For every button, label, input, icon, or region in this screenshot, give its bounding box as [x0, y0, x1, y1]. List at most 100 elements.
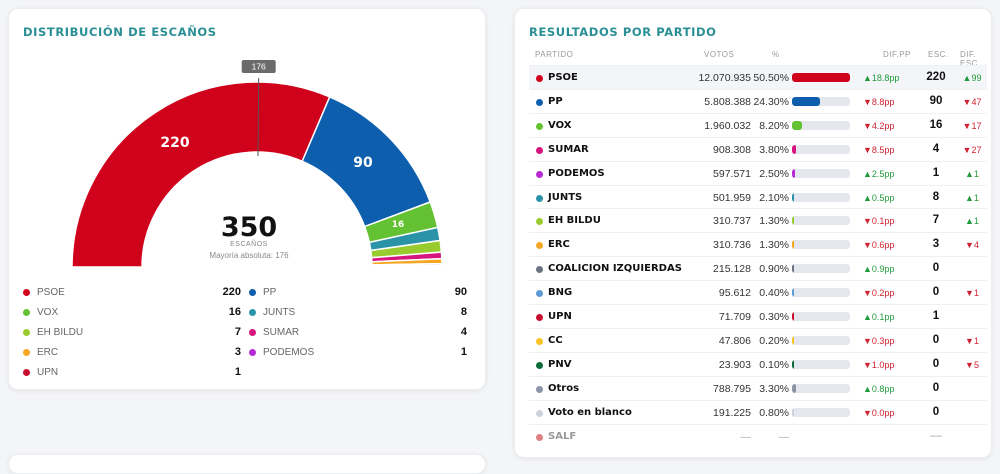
table-row[interactable]: Voto en blanco 191.225 0.80% ▼0.0pp 0 — [529, 399, 987, 424]
party-percentage: 0.90% — [759, 263, 789, 276]
table-row[interactable]: VOX 1.960.032 8.20% ▼4.2pp 16 ▼17 — [529, 112, 987, 137]
vote-change: ▼0.2pp — [863, 288, 895, 299]
table-row[interactable]: PNV 23.903 0.10% ▼1.0pp 0 ▼5 — [529, 351, 987, 376]
legend-item-vox[interactable]: VOX 16 — [23, 302, 241, 322]
table-row[interactable]: EH BILDU 310.737 1.30% ▼0.1pp 7 ▲1 — [529, 208, 987, 232]
legend-item-junts[interactable]: JUNTS 8 — [249, 302, 467, 322]
majority-line — [257, 78, 260, 157]
legend-item-eh-bildu[interactable]: EH BILDU 7 — [23, 322, 241, 342]
table-row[interactable]: PODEMOS 597.571 2.50% ▲2.5pp 1 ▲1 — [529, 160, 987, 185]
table-row[interactable]: CC 47.806 0.20% ▼0.3pp 0 ▼1 — [529, 327, 987, 352]
total-seats: 350 — [220, 212, 278, 243]
header-pct: % — [772, 50, 780, 59]
party-votes: 597.571 — [713, 167, 751, 180]
header-votos: VOTOS — [704, 50, 735, 59]
seat-arc-psoe[interactable] — [71, 81, 331, 268]
legend-color-dot — [23, 288, 30, 296]
vote-share-fill — [792, 264, 795, 274]
party-color-dot — [536, 75, 543, 82]
party-votes: 23.903 — [718, 358, 751, 371]
party-name: SALF — [548, 430, 577, 442]
vote-change: ▲18.8pp — [863, 73, 900, 83]
party-seats: 1 — [932, 310, 940, 322]
party-seats: 0 — [932, 381, 940, 394]
party-votes: 1.960.032 — [704, 119, 751, 132]
arc-label: 90 — [353, 155, 373, 171]
vote-share-fill — [792, 216, 795, 226]
party-color-dot — [536, 242, 543, 250]
table-row[interactable]: ERC 310.736 1.30% ▼0.6pp 3 ▼4 — [529, 232, 987, 256]
vote-share-bar — [792, 264, 850, 274]
vote-share-bar — [792, 168, 850, 178]
party-name: JUNTS — [548, 191, 583, 203]
seat-arc-upn[interactable] — [371, 264, 443, 268]
party-votes: 908.308 — [713, 143, 751, 156]
party-color-dot — [536, 385, 543, 393]
party-name: UPN — [548, 311, 572, 322]
vote-change: ▲0.9pp — [863, 264, 895, 275]
party-votes: 5.808.388 — [704, 95, 751, 108]
legend-item-podemos[interactable]: PODEMOS 1 — [249, 342, 467, 362]
majority-tag-label: 176 — [252, 62, 266, 72]
table-row[interactable]: SALF — — — — [529, 423, 987, 448]
party-name: PODEMOS — [548, 167, 605, 179]
party-percentage: 3.80% — [759, 143, 789, 156]
party-name: PP — [548, 95, 563, 107]
party-seats: 8 — [932, 190, 940, 203]
seat-change: ▼1 — [965, 335, 979, 346]
legend-party-name: PP — [263, 286, 277, 298]
header-esc: ESC. — [928, 50, 949, 59]
table-row[interactable]: SUMAR 908.308 3.80% ▼8.5pp 4 ▼27 — [529, 136, 987, 161]
table-row[interactable]: PSOE 12.070.935 50.50% ▲18.8pp 220 ▲99 — [529, 65, 987, 89]
legend-party-name: EH BILDU — [37, 326, 84, 338]
legend-item-pp[interactable]: PP 90 — [249, 282, 467, 302]
vote-share-bar — [792, 192, 850, 202]
party-percentage: 0.10% — [759, 358, 789, 371]
seat-change: ▼1 — [965, 288, 979, 299]
legend-party-name: JUNTS — [263, 306, 296, 318]
vote-share-bar — [792, 288, 850, 298]
party-color-dot — [536, 409, 543, 417]
party-color-dot — [536, 98, 543, 106]
legend-item-psoe[interactable]: PSOE 220 — [23, 282, 241, 302]
party-votes: 215.128 — [713, 263, 751, 276]
legend-item-sumar[interactable]: SUMAR 4 — [249, 322, 467, 342]
table-row[interactable]: BNG 95.612 0.40% ▼0.2pp 0 ▼1 — [529, 280, 987, 304]
vote-share-fill — [792, 288, 795, 298]
seat-change: ▼4 — [965, 240, 979, 251]
majority-text: Mayoría absoluta: 176 — [209, 251, 289, 260]
legend-item-erc[interactable]: ERC 3 — [23, 342, 241, 362]
table-row[interactable]: JUNTS 501.959 2.10% ▲0.5pp 8 ▲1 — [529, 184, 987, 209]
party-seats: 0 — [932, 357, 940, 370]
party-seats: 90 — [929, 94, 943, 107]
legend-party-name: SUMAR — [263, 326, 300, 338]
party-percentage: 1.30% — [759, 239, 789, 252]
seat-change: ▲1 — [965, 216, 979, 227]
table-row[interactable]: Otros 788.795 3.30% ▲0.8pp 0 — [529, 375, 987, 400]
table-row[interactable]: COALICION IZQUIERDAS 215.128 0.90% ▲0.9pp 0 — [529, 256, 987, 280]
legend-item-upn[interactable]: UPN 1 — [23, 362, 241, 382]
vote-share-bar — [792, 73, 850, 82]
party-seats: 0 — [932, 262, 940, 275]
vote-change: ▲0.1pp — [863, 312, 895, 322]
party-color-dot — [536, 218, 543, 226]
table-row[interactable]: PP 5.808.388 24.30% ▼8.8pp 90 ▼47 — [529, 88, 987, 113]
party-color-dot — [536, 122, 543, 130]
party-seats: 0 — [932, 286, 940, 299]
legend-color-dot — [23, 308, 30, 316]
party-color-dot — [536, 361, 543, 369]
party-name: COALICION IZQUIERDAS — [548, 263, 682, 275]
header-partido: PARTIDO — [535, 50, 574, 59]
legend-seat-count: 4 — [460, 326, 467, 338]
legend-color-dot — [249, 288, 256, 296]
party-votes: — — [740, 430, 752, 443]
party-color-dot — [536, 314, 543, 321]
table-row[interactable]: UPN 71.709 0.30% ▲0.1pp 1 — [529, 304, 987, 328]
party-votes: 71.709 — [718, 311, 751, 323]
party-color-dot — [536, 146, 543, 154]
vote-share-fill — [792, 192, 795, 202]
party-name: BNG — [548, 287, 573, 299]
party-name: EH BILDU — [548, 215, 601, 227]
party-seats: 7 — [932, 214, 940, 227]
vote-share-fill — [792, 168, 795, 178]
